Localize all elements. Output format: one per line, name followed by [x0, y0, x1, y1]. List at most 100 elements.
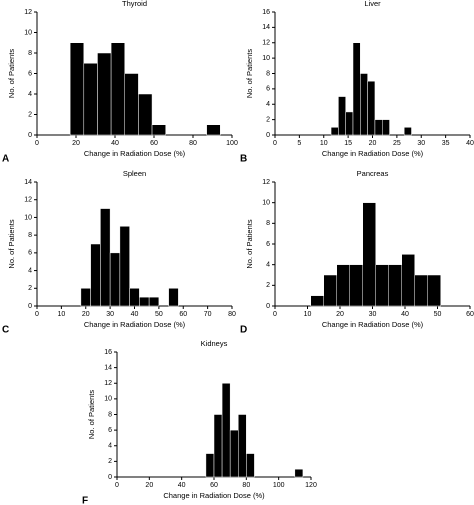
y-tick-label: 16	[104, 349, 112, 356]
y-axis-label: No. of Patients	[245, 219, 254, 268]
x-tick-label: 0	[273, 311, 277, 318]
bar	[338, 96, 346, 136]
bar	[310, 295, 324, 307]
x-tick-label: 40	[178, 482, 186, 489]
y-tick-label: 4	[28, 267, 32, 274]
y-tick-label: 8	[108, 411, 112, 418]
x-tick-label: 20	[72, 140, 80, 147]
bar	[138, 93, 153, 136]
bar	[375, 264, 389, 307]
x-tick-label: 5	[297, 140, 301, 147]
bar	[330, 127, 339, 136]
y-axis-label: No. of Patients	[87, 390, 96, 439]
bar	[238, 414, 247, 478]
panel-label: D	[240, 325, 247, 336]
x-tick-label: 0	[35, 140, 39, 147]
x-axis-label: Change in Radiation Dose (%)	[84, 149, 186, 158]
bar	[151, 124, 166, 136]
bar	[229, 429, 239, 478]
x-tick-label: 20	[82, 311, 90, 318]
bar	[374, 119, 383, 136]
x-tick-label: 20	[145, 482, 153, 489]
bar	[168, 288, 179, 307]
bar	[401, 254, 415, 307]
y-tick-label: 14	[24, 179, 32, 186]
bar	[362, 202, 376, 307]
x-tick-label: 35	[442, 140, 450, 147]
y-tick-label: 4	[108, 443, 112, 450]
y-tick-label: 2	[266, 116, 270, 123]
y-tick-label: 8	[28, 50, 32, 57]
bar	[427, 274, 441, 307]
y-tick-label: 8	[266, 220, 270, 227]
y-tick-label: 2	[28, 111, 32, 118]
bar	[80, 288, 91, 307]
y-tick-label: 14	[262, 24, 270, 31]
x-tick-label: 0	[35, 311, 39, 318]
bar	[349, 264, 363, 307]
bar	[205, 453, 215, 478]
x-axis-label: Change in Radiation Dose (%)	[322, 149, 424, 158]
y-tick-label: 14	[104, 364, 112, 371]
panel-label: A	[2, 154, 9, 165]
x-tick-label: 10	[304, 311, 312, 318]
y-tick-label: 10	[24, 29, 32, 36]
y-tick-label: 12	[24, 9, 32, 16]
x-tick-label: 20	[336, 311, 344, 318]
bar	[345, 111, 354, 136]
bar	[403, 127, 412, 136]
x-tick-label: 10	[57, 311, 65, 318]
bar	[221, 383, 231, 478]
y-tick-label: 2	[266, 282, 270, 289]
x-tick-label: 20	[369, 140, 377, 147]
y-tick-label: 4	[266, 262, 270, 269]
y-axis-label: No. of Patients	[7, 219, 16, 268]
bar	[139, 296, 150, 307]
chart-title: Kidneys	[201, 339, 228, 348]
x-tick-label: 50	[155, 311, 163, 318]
x-tick-label: 80	[189, 140, 197, 147]
y-tick-label: 12	[104, 380, 112, 387]
x-tick-label: 0	[115, 482, 119, 489]
bar	[323, 274, 337, 307]
bar	[110, 42, 125, 136]
x-tick-label: 60	[150, 140, 158, 147]
x-tick-label: 30	[417, 140, 425, 147]
x-tick-label: 100	[273, 482, 285, 489]
x-tick-label: 40	[131, 311, 139, 318]
bar	[129, 288, 140, 307]
y-tick-label: 10	[24, 214, 32, 221]
y-tick-label: 0	[28, 132, 32, 139]
x-tick-label: 10	[320, 140, 328, 147]
y-tick-label: 12	[262, 179, 270, 186]
x-tick-label: 40	[466, 140, 474, 147]
y-tick-label: 6	[266, 241, 270, 248]
bar	[148, 296, 160, 307]
y-tick-label: 6	[108, 427, 112, 434]
x-tick-label: 80	[242, 482, 250, 489]
y-tick-label: 4	[266, 101, 270, 108]
x-tick-label: 120	[305, 482, 317, 489]
y-tick-label: 8	[266, 70, 270, 77]
bar	[83, 63, 98, 136]
x-tick-label: 0	[273, 140, 277, 147]
bar	[100, 208, 111, 307]
bar	[360, 73, 368, 136]
chart-title: Spleen	[123, 169, 146, 178]
x-tick-label: 60	[466, 311, 474, 318]
bar	[246, 453, 255, 478]
chart-title: Thyroid	[122, 0, 147, 8]
bar	[352, 42, 361, 136]
chart-title: Pancreas	[357, 169, 389, 178]
x-axis-label: Change in Radiation Dose (%)	[163, 491, 265, 500]
x-tick-label: 25	[393, 140, 401, 147]
bar	[294, 468, 304, 478]
x-tick-label: 60	[179, 311, 187, 318]
y-tick-label: 10	[262, 55, 270, 62]
y-tick-label: 0	[266, 132, 270, 139]
y-tick-label: 4	[28, 91, 32, 98]
x-tick-label: 50	[434, 311, 442, 318]
bar	[69, 42, 85, 136]
x-tick-label: 80	[228, 311, 236, 318]
